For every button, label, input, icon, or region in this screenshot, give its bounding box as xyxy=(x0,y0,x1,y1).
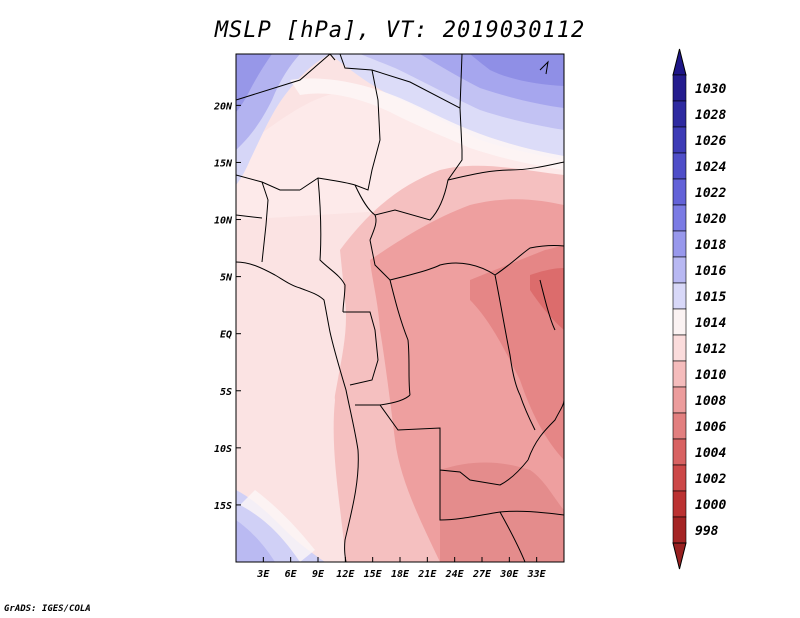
colorbar-label: 998 xyxy=(695,524,719,539)
y-tick-label: EQ xyxy=(220,330,232,341)
colorbar-label: 1010 xyxy=(695,368,726,383)
y-tick-label: 20N xyxy=(213,101,233,112)
colorbar-swatch xyxy=(672,308,687,336)
colorbar-label: 1028 xyxy=(695,108,726,123)
colorbar-label: 1008 xyxy=(695,394,726,409)
colorbar-top-arrow xyxy=(672,48,687,76)
y-tick-label: 10S xyxy=(214,444,232,455)
colorbar-bottom-arrow xyxy=(672,542,687,570)
colorbar-swatch xyxy=(672,256,687,284)
y-tick-label: 5N xyxy=(220,273,233,284)
y-tick-label: 15S xyxy=(214,501,232,512)
colorbar-label: 1016 xyxy=(695,264,726,279)
colorbar-swatch xyxy=(672,178,687,206)
colorbar-label: 1018 xyxy=(695,238,726,253)
x-tick-label: 30E xyxy=(499,569,519,580)
colorbar-swatch xyxy=(672,386,687,414)
colorbar-label: 1026 xyxy=(695,134,726,149)
colorbar: 1030 1028 1026 1024 1022 1020 1018 1016 1015 1014… xyxy=(672,48,726,570)
colorbar-label: 1012 xyxy=(695,342,726,357)
x-tick-label: 9E xyxy=(312,569,325,580)
colorbar-label: 1014 xyxy=(695,316,726,331)
country-borders xyxy=(236,54,564,562)
footer-credit: GrADS: IGES/COLA xyxy=(4,604,91,614)
colorbar-label: 1006 xyxy=(695,420,726,435)
x-tick-label: 33E xyxy=(527,569,547,580)
colorbar-swatch xyxy=(672,516,687,544)
longitude-axis: 3E 6E 9E 12E 15E 18E 21E 24E 27E 30E 33E xyxy=(256,557,547,580)
colorbar-label: 1004 xyxy=(695,446,726,461)
colorbar-label: 1000 xyxy=(695,498,726,513)
colorbar-swatch xyxy=(672,126,687,154)
colorbar-swatch xyxy=(672,152,687,180)
y-tick-label: 5S xyxy=(220,387,232,398)
colorbar-swatch xyxy=(672,334,687,362)
colorbar-label: 1030 xyxy=(695,82,726,97)
colorbar-swatch xyxy=(672,360,687,388)
colorbar-label: 1015 xyxy=(695,290,726,305)
x-tick-label: 6E xyxy=(285,569,298,580)
colorbar-swatch xyxy=(672,100,687,128)
colorbar-swatch xyxy=(672,282,687,310)
colorbar-label: 1022 xyxy=(695,186,726,201)
colorbar-label: 1024 xyxy=(695,160,726,175)
colorbar-swatch xyxy=(672,204,687,232)
x-tick-label: 27E xyxy=(472,569,492,580)
x-tick-label: 12E xyxy=(336,569,355,580)
x-tick-label: 18E xyxy=(391,569,410,580)
colorbar-label: 1002 xyxy=(695,472,726,487)
colorbar-swatch xyxy=(672,230,687,258)
x-tick-label: 15E xyxy=(364,569,383,580)
pressure-field xyxy=(236,54,564,562)
y-tick-label: 15N xyxy=(214,158,233,169)
colorbar-swatch xyxy=(672,412,687,440)
x-tick-label: 24E xyxy=(445,569,465,580)
colorbar-label: 1020 xyxy=(695,212,726,227)
colorbar-swatch xyxy=(672,464,687,492)
colorbar-swatch xyxy=(672,438,687,466)
x-tick-label: 3E xyxy=(256,569,270,580)
x-tick-label: 21E xyxy=(417,569,437,580)
colorbar-swatch xyxy=(672,74,687,102)
latitude-axis: 20N 15N 10N 5N EQ 5S 10S 15S xyxy=(213,101,241,512)
y-tick-label: 10N xyxy=(214,216,233,227)
colorbar-swatch xyxy=(672,490,687,518)
map-title: MSLP [hPa], VT: 2019030112 xyxy=(214,18,586,43)
